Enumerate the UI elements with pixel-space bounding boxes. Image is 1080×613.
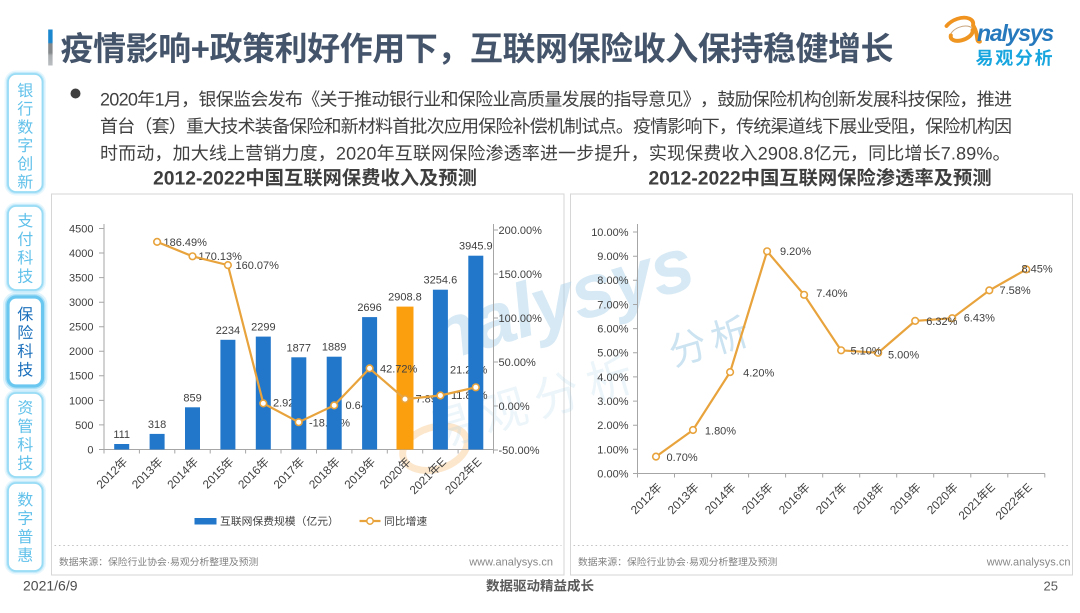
svg-text:25: 25 (1044, 579, 1058, 594)
svg-text:2234: 2234 (216, 325, 240, 337)
svg-text:7.00%: 7.00% (597, 299, 628, 311)
svg-text:318: 318 (148, 419, 166, 431)
svg-text:-50.00%: -50.00% (499, 445, 540, 457)
svg-text:2299: 2299 (251, 322, 275, 334)
svg-text:0.00%: 0.00% (499, 401, 530, 413)
svg-text:1500: 1500 (69, 371, 93, 383)
svg-text:10.00%: 10.00% (591, 227, 629, 239)
svg-text:2500: 2500 (69, 322, 93, 334)
svg-text:50.00%: 50.00% (499, 357, 537, 369)
svg-text:9.00%: 9.00% (597, 251, 628, 263)
svg-text:8.00%: 8.00% (597, 275, 628, 287)
svg-text:2021/6/9: 2021/6/9 (23, 578, 78, 594)
svg-text:7.58%: 7.58% (1000, 285, 1031, 297)
svg-text:2.00%: 2.00% (597, 420, 628, 432)
svg-text:3254.6: 3254.6 (424, 275, 458, 287)
svg-text:1877: 1877 (287, 342, 311, 354)
svg-text:1889: 1889 (322, 342, 346, 354)
svg-text:4.00%: 4.00% (597, 372, 628, 384)
svg-text:2908.8: 2908.8 (388, 292, 422, 304)
svg-text:9.20%: 9.20% (780, 246, 811, 258)
svg-text:0.00%: 0.00% (597, 468, 628, 480)
svg-text:4500: 4500 (69, 223, 93, 235)
svg-text:6.00%: 6.00% (597, 324, 628, 336)
svg-text:100.00%: 100.00% (499, 313, 543, 325)
svg-text:500: 500 (75, 420, 93, 432)
svg-text:nalysys: nalysys (977, 20, 1053, 46)
svg-text:186.49%: 186.49% (164, 237, 208, 249)
svg-text:0.70%: 0.70% (667, 452, 698, 464)
svg-text:1.80%: 1.80% (705, 425, 736, 437)
svg-text:5.00%: 5.00% (597, 348, 628, 360)
svg-text:2696: 2696 (357, 302, 381, 314)
svg-text:859: 859 (183, 392, 201, 404)
svg-text:1.00%: 1.00% (597, 444, 628, 456)
svg-text:3945.9: 3945.9 (459, 241, 493, 253)
svg-text:6.43%: 6.43% (964, 312, 995, 324)
svg-text:6.32%: 6.32% (926, 316, 957, 328)
svg-text:5.00%: 5.00% (888, 349, 919, 361)
svg-text:160.07%: 160.07% (236, 260, 280, 272)
svg-text:42.72%: 42.72% (380, 363, 418, 375)
svg-text:200.00%: 200.00% (499, 225, 543, 237)
svg-text:5.10%: 5.10% (851, 345, 882, 357)
svg-text:3000: 3000 (69, 297, 93, 309)
svg-text:3500: 3500 (69, 272, 93, 284)
svg-text:0: 0 (87, 444, 93, 456)
svg-text:7.40%: 7.40% (816, 288, 847, 300)
svg-text:2000: 2000 (69, 346, 93, 358)
svg-text:8.45%: 8.45% (1022, 263, 1053, 275)
svg-text:1000: 1000 (69, 395, 93, 407)
svg-text:111: 111 (113, 429, 130, 441)
svg-text:150.00%: 150.00% (499, 269, 543, 281)
svg-text:www.analysys.cn: www.analysys.cn (986, 557, 1071, 569)
svg-text:4.20%: 4.20% (743, 367, 774, 379)
svg-text:www.analysys.cn: www.analysys.cn (468, 557, 553, 569)
svg-text:4000: 4000 (69, 248, 93, 260)
svg-text:3.00%: 3.00% (597, 396, 628, 408)
